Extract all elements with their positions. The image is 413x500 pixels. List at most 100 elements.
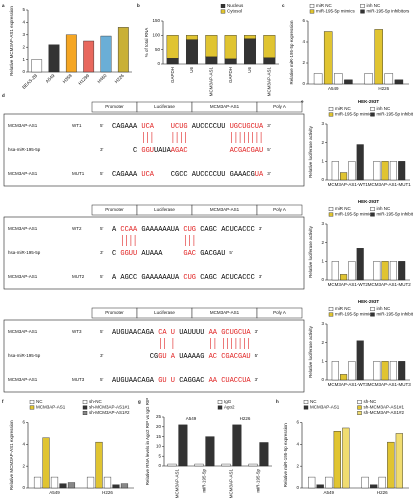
sequence-segment: AUGUAACAGA: [112, 377, 158, 385]
legend-label: MCM3AP-AS1: [310, 405, 340, 410]
sequence-name: MCM3AP-AS1: [8, 226, 38, 231]
bar: [364, 73, 373, 85]
sequence-tag: WT2: [72, 226, 82, 231]
x-tick-label: A549: [328, 86, 339, 91]
y-tick-label: 0: [296, 485, 299, 490]
bar: [313, 73, 323, 85]
bar: [340, 274, 348, 281]
sequence-segment: UAUA: [154, 147, 172, 155]
legend-label: inh NC: [367, 3, 382, 8]
bar: [103, 476, 112, 489]
legend-swatch: [220, 9, 226, 14]
bar: [221, 463, 231, 467]
sequence-end: 3': [267, 123, 271, 128]
bar: [185, 35, 198, 40]
y-axis-label: Relative miR-195-5p expression: [283, 423, 288, 488]
legend-label: NC: [36, 399, 43, 404]
x-tick-label: MCM3AP-AS1: [267, 67, 272, 97]
x-tick-label: miR-195-5p: [256, 469, 261, 493]
bar: [120, 483, 129, 489]
header-cell: [256, 204, 303, 216]
bar: [83, 40, 95, 73]
bar: [381, 361, 389, 381]
y-tick-label: 0: [321, 177, 324, 182]
x-tick-label: H226: [378, 86, 389, 91]
bar: [263, 35, 276, 58]
y-tick-label: 2: [22, 44, 25, 49]
bar: [389, 361, 397, 381]
sequence-segment: UAUUUU: [175, 329, 209, 337]
y-axis-label: Relative luciferase activity: [308, 125, 313, 178]
legend-label: sh-NC: [89, 399, 103, 404]
y-tick-label: 3: [321, 221, 324, 226]
bar: [374, 29, 383, 85]
sequence-segment: CAGC ACUCACCC: [196, 226, 255, 234]
legend-swatch: [217, 400, 223, 405]
legend-swatch: [328, 212, 334, 217]
legend-label: sh-NC: [364, 399, 378, 404]
sequence-tag: WT1: [72, 123, 82, 128]
bar: [205, 35, 218, 58]
legend-swatch: [357, 405, 362, 410]
bar: [178, 424, 188, 467]
y-tick-label: 6: [296, 420, 299, 425]
sequence-segment: GACGAU: [196, 250, 225, 258]
bar: [50, 476, 59, 489]
y-tick-label: 4: [22, 442, 25, 447]
y-tick-label: 0: [22, 69, 25, 74]
bar: [86, 476, 95, 489]
y-tick-label: 0: [158, 463, 161, 468]
bar: [205, 436, 215, 467]
bar: [117, 27, 129, 73]
legend-label: inh NC: [377, 306, 392, 311]
legend-swatch: [357, 400, 362, 405]
x-tick-label: MCM3AP-AS1-MUT2: [368, 282, 412, 287]
bar: [205, 56, 218, 65]
bar: [323, 31, 333, 85]
sequence-name: MCM3AP-AS1: [8, 123, 38, 128]
y-tick-label: 3: [22, 32, 25, 37]
x-tick-label: MCM3AP-AS1: [229, 469, 234, 499]
chart-title: HEK-293T: [358, 99, 380, 104]
bar: [395, 433, 403, 489]
legend-swatch: [370, 307, 375, 312]
header-label: Poly A: [273, 310, 286, 315]
bar: [356, 144, 364, 181]
legend-swatch: [370, 106, 375, 111]
sequence-segment: UAAAAG: [175, 353, 209, 361]
bar: [243, 35, 256, 39]
panel-label: e: [301, 99, 304, 104]
legend-swatch: [370, 206, 375, 211]
y-tick-label: 5: [22, 7, 25, 12]
legend-label: Nucleus: [227, 3, 244, 8]
bar: [381, 161, 389, 181]
sequence-segment: C: [112, 147, 141, 155]
bar: [42, 437, 50, 489]
legend-swatch: [328, 307, 334, 312]
sequence-name: MCM3AP-AS1: [8, 171, 38, 176]
legend-label: miR NC: [335, 306, 351, 311]
header-label: Luciferase: [154, 104, 175, 109]
sequence-frame: [3, 113, 305, 187]
x-tick-label: GAPDH: [228, 67, 233, 83]
sequence-segment: CGCC AUCCCCUU GAAACG: [154, 171, 255, 179]
bar: [100, 35, 112, 73]
legend-swatch: [309, 3, 315, 8]
bar: [67, 482, 76, 489]
bar: [185, 39, 198, 65]
sequence-end: 3': [255, 329, 259, 334]
sequence-tag: MUT1: [72, 171, 85, 176]
y-axis-label: Relative MCM3AP-AS1 expression: [9, 6, 14, 76]
sequence-end: 5': [100, 226, 104, 231]
legend-swatch: [328, 112, 334, 117]
x-tick-label: MCM3AP-AS1-WT1: [328, 182, 369, 187]
sequence-frame: [3, 319, 305, 393]
y-tick-label: 4: [22, 20, 25, 25]
legend-label: Ago2: [224, 405, 235, 410]
bar: [340, 374, 348, 381]
sequence-segment: CUG: [183, 226, 196, 234]
legend-label: MCM3AP-AS1: [36, 405, 66, 410]
y-tick-label: 5: [158, 453, 161, 458]
x-tick-label: A549: [323, 490, 334, 495]
